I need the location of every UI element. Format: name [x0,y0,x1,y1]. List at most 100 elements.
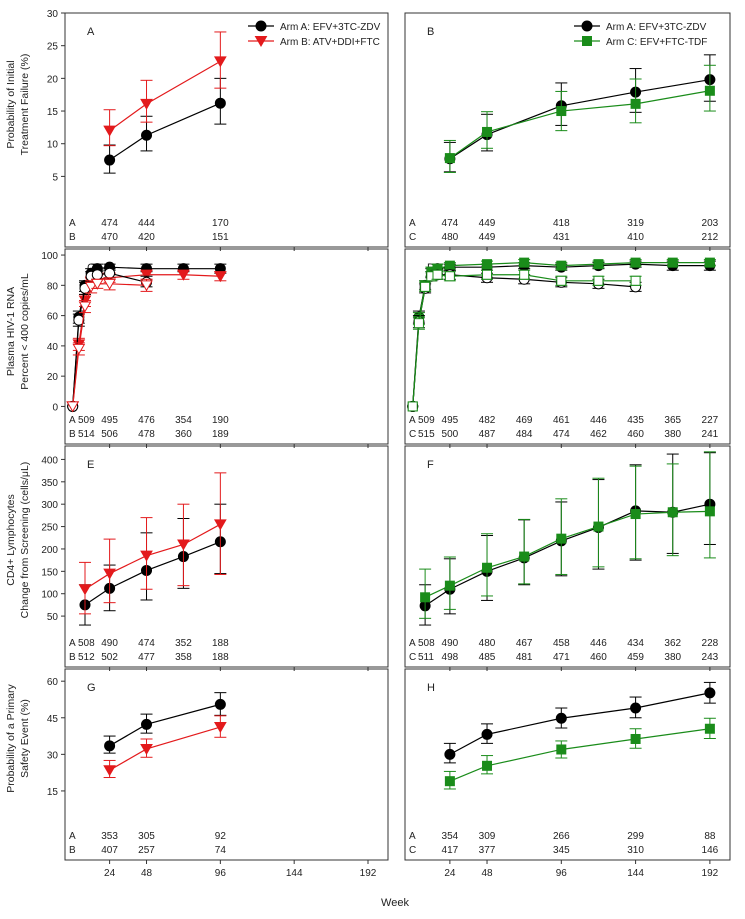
risk-row-label: C [409,845,416,856]
data-point [556,533,567,544]
y-tick-label: 100 [41,590,58,601]
data-point [519,257,530,268]
data-point [482,126,493,137]
risk-value: 449 [479,218,496,229]
series-arm-a [103,77,227,174]
legend-label: Arm C: EFV+FTC-TDF [606,37,707,48]
data-point [214,698,226,710]
data-point [90,278,104,290]
risk-value: 380 [664,652,681,663]
risk-value: 228 [702,638,719,649]
y-axis-title: Probability of a Primary [5,683,17,792]
legend-entry: Arm A: EFV+3TC-ZDV [248,20,381,33]
risk-value: 407 [101,845,118,856]
risk-value: 469 [516,415,533,426]
panel-frame [404,12,731,248]
data-point [407,401,418,412]
legend-entry: Arm C: EFV+FTC-TDF [574,36,707,48]
data-point [556,106,567,117]
data-point [444,271,455,282]
y-tick-label: 30 [47,9,59,20]
panel-label: A [87,26,95,38]
y-tick-label: 25 [47,42,59,53]
risk-value: 461 [553,415,570,426]
risk-value: 257 [138,845,155,856]
y-tick-label: 100 [41,251,58,262]
risk-value: 474 [553,429,570,440]
risk-value: 354 [175,415,192,426]
series-line [449,79,710,160]
risk-value: 470 [101,232,118,243]
x-tick-label: 192 [702,868,719,879]
x-axis-label: Week [381,897,409,909]
y-tick-label: 15 [47,787,59,798]
risk-value: 449 [479,232,496,243]
data-point [444,776,455,787]
risk-value: 203 [702,218,719,229]
panel-label: G [87,682,96,694]
risk-value: 471 [553,652,570,663]
y-axis-title: CD4+ Lymphocytes [5,494,17,586]
risk-value: 88 [704,831,716,842]
data-point [482,259,493,270]
risk-row-label: A [409,638,416,649]
x-tick-label: 48 [141,868,153,879]
risk-value: 305 [138,831,155,842]
risk-value: 460 [590,652,607,663]
risk-value: 498 [442,652,459,663]
y-tick-label: 350 [41,478,58,489]
panel-g: G 15 30 45 60 Probability of a Primary Safety … [5,668,389,879]
risk-value: 146 [702,845,719,856]
data-point [103,278,116,290]
data-point [482,760,493,771]
risk-value: 514 [78,429,95,440]
risk-value: 478 [138,429,155,440]
x-tick-label: 24 [104,868,116,879]
x-tick-label: 24 [444,868,456,879]
series-arm-c [443,64,716,173]
risk-value: 353 [101,831,118,842]
x-tick-label: 192 [360,868,377,879]
series-arm-c-open [407,269,642,412]
data-point [630,98,641,109]
y-tick-label: 20 [47,74,59,85]
data-point [420,592,431,603]
risk-value: 480 [479,638,496,649]
y-tick-label: 50 [47,612,59,623]
risk-value: 266 [553,831,570,842]
data-point [78,584,92,596]
y-tick-label: 5 [52,172,58,183]
risk-value: 92 [215,831,227,842]
risk-row-label: A [69,218,76,229]
risk-value: 446 [590,415,607,426]
risk-value: 512 [78,652,95,663]
series-line [84,541,221,606]
risk-row-label: A [69,638,76,649]
risk-value: 310 [627,845,644,856]
data-point [444,748,456,760]
data-point [667,257,678,268]
series-arm-a [443,681,716,764]
risk-value: 190 [212,415,229,426]
panel-a: A 5 10 15 20 25 30 Probability of Initial Treatm… [5,9,389,251]
risk-value: 241 [702,429,719,440]
y-tick-label: 200 [41,545,58,556]
risk-value: 418 [553,218,570,229]
data-point [704,723,715,734]
data-point [481,728,493,740]
risk-value: 484 [516,429,533,440]
data-point [593,521,604,532]
risk-value: 495 [101,415,118,426]
x-tick-label: 96 [215,868,227,879]
risk-value: 467 [516,638,533,649]
risk-value: 417 [442,845,459,856]
series-line [84,523,221,590]
risk-value: 481 [516,652,533,663]
legend-marker [581,20,593,32]
risk-row-label: A [69,415,76,426]
risk-value: 446 [590,638,607,649]
series-arm-a [78,503,227,626]
series-line [109,726,221,771]
data-point [630,509,641,520]
risk-value: 360 [175,429,192,440]
